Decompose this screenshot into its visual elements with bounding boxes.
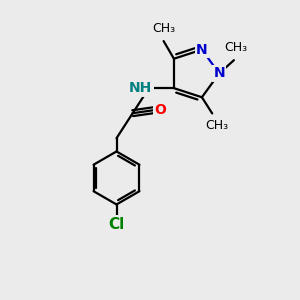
Text: CH₃: CH₃ [152, 22, 175, 34]
Text: CH₃: CH₃ [205, 119, 228, 132]
Text: Cl: Cl [108, 217, 124, 232]
Text: O: O [155, 103, 167, 117]
Text: NH: NH [129, 81, 152, 95]
Text: N: N [213, 66, 225, 80]
Text: N: N [196, 43, 208, 57]
Text: CH₃: CH₃ [224, 41, 247, 54]
